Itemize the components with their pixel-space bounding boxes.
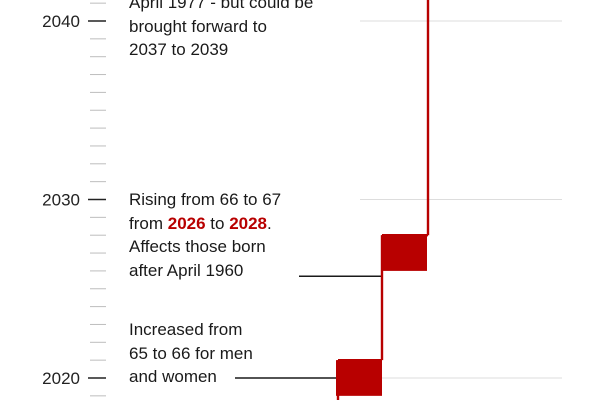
annotation-connectors [235,275,381,379]
annotation-2037-line: 2037 to 2039 [129,40,229,59]
annotation-2026: Rising from 66 to 67 from 2026 to 2028. … [129,188,281,282]
annotation-2026-line: Affects those born [129,237,266,256]
y-axis-major-ticks: 2020 2030 2040 [42,12,106,388]
y-tick-label: 2030 [42,191,80,210]
annotation-2026-line: Rising from 66 to 67 [129,190,282,209]
step-box [336,360,382,396]
gridlines [360,20,562,379]
highlight-year-end: 2028 [229,213,268,233]
annotation-2037-line: April 1977 - but could be [129,0,314,12]
annotation-2020-line: Increased from [129,320,243,339]
y-axis-minor-ticks [90,2,106,397]
y-tick-label: 2020 [42,369,80,388]
annotation-2020-line: and women [129,367,217,386]
annotation-2037-line: brought forward to [129,16,267,36]
step-line [336,0,430,400]
y-tick-label: 2040 [42,12,80,31]
highlight-year-start: 2026 [167,213,206,233]
step-box [381,235,427,271]
annotation-2026-line: from 2026 to 2028. [129,212,281,236]
step-boxes [336,235,427,396]
annotation-text: to [205,213,230,233]
annotation-2020-line: 65 to 66 for men [129,343,253,363]
annotation-text: from [129,213,168,233]
annotation-2026-line: after April 1960 [129,260,244,280]
annotation-2037: April 1977 - but could be brought forwar… [129,0,313,62]
annotation-text: . [267,213,272,233]
annotation-2020: Increased from 65 to 66 for men and wome… [129,318,253,389]
